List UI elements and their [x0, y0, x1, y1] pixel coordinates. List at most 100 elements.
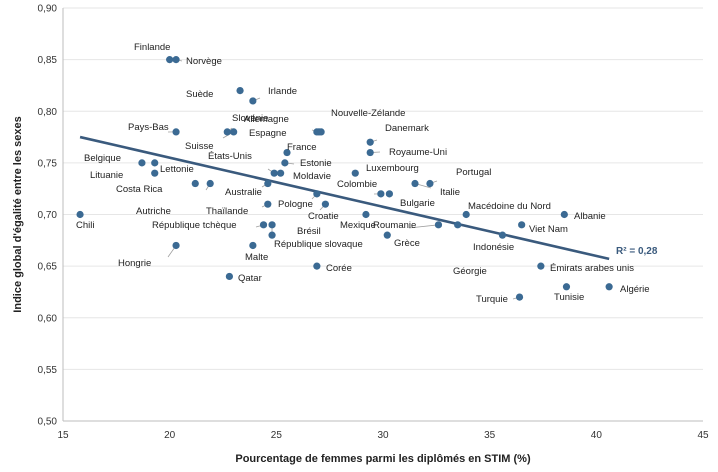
y-tick-label: 0,90 [38, 4, 58, 15]
label-portugal: Portugal [456, 167, 491, 178]
label-belgique: Belgique [84, 153, 121, 164]
label-hongrie: Hongrie [118, 258, 151, 269]
label-turquie: Turquie [476, 294, 508, 305]
point-portugal [426, 179, 434, 188]
trend-line [79, 135, 610, 261]
label-republique-slovaque: République slovaque [274, 239, 363, 250]
y-tick-label: 0,80 [38, 107, 58, 118]
point-belgique [138, 159, 146, 167]
y-tick-label: 0,85 [38, 55, 58, 66]
point-lettonie [151, 159, 159, 167]
x-tick-label: 45 [697, 430, 709, 441]
label-coree: Corée [326, 263, 352, 274]
point-grece [383, 231, 391, 239]
y-axis-title: Indice global d'égalité entre les sexes [12, 116, 24, 312]
point-luxembourg [351, 169, 359, 177]
point-etats-unis [270, 169, 278, 177]
point-thailande [264, 200, 272, 208]
label-suede: Suède [186, 89, 213, 100]
label-indonesie: Indonésie [473, 242, 514, 253]
label-malte: Malte [245, 252, 268, 263]
label-espagne: Espagne [249, 128, 287, 139]
label-bulgarie: Bulgarie [400, 198, 435, 209]
point-irlande [249, 97, 257, 105]
point-macedoine-du-nord [462, 210, 470, 219]
point-bulgarie [385, 190, 393, 198]
point-georgie [454, 221, 462, 229]
point-moldavie [277, 169, 285, 177]
label-lettonie: Lettonie [160, 164, 194, 175]
point-norvege [172, 56, 180, 64]
x-tick-label: 40 [591, 430, 603, 441]
label-qatar: Qatar [238, 273, 262, 284]
label-georgie: Géorgie [453, 266, 487, 277]
label-france: France [287, 142, 317, 153]
point-indonesie [498, 231, 507, 239]
label-emirats-arabes-unis: Émirats arabes unis [550, 263, 634, 274]
point-pologne [313, 190, 321, 198]
label-finlande: Finlande [134, 42, 170, 53]
point-croatie [321, 200, 329, 208]
r-squared-label: R² = 0,28 [616, 246, 658, 257]
y-tick-label: 0,60 [38, 313, 58, 324]
x-tick-label: 35 [484, 430, 496, 441]
point-emirats-arabes-unis [537, 262, 545, 270]
x-tick-label: 30 [377, 430, 389, 441]
label-moldavie: Moldavie [293, 171, 331, 182]
label-chili: Chili [76, 220, 94, 231]
point-suisse [230, 128, 238, 136]
label-danemark: Danemark [385, 123, 429, 134]
point-republique-tcheque [259, 221, 268, 229]
label-allemagne: Allemagne [244, 114, 289, 125]
label-tunisie: Tunisie [554, 292, 584, 303]
point-bresil [268, 221, 276, 229]
point-malte [249, 241, 257, 250]
y-tick-label: 0,75 [38, 158, 58, 169]
label-croatie: Croatie [308, 211, 339, 222]
point-autriche [206, 179, 214, 188]
point-slovenie [223, 128, 231, 136]
label-slovenie: Slovénie [232, 113, 268, 124]
point-chili [76, 210, 84, 219]
point-roumanie [434, 221, 443, 229]
point-turquie [515, 293, 524, 301]
label-lituanie: Lituanie [90, 170, 123, 181]
point-colombie [377, 190, 385, 198]
point-qatar [225, 272, 233, 281]
point-albanie [560, 210, 568, 219]
leader-roumanie [408, 224, 439, 229]
point-italie [411, 179, 419, 188]
label-estonie: Estonie [300, 158, 332, 169]
label-pays-bas: Pays-Bas [128, 122, 169, 133]
label-etats-unis: États-Unis [208, 151, 252, 162]
point-algerie [605, 283, 613, 291]
label-costa-rica: Costa Rica [116, 184, 163, 195]
label-australie: Australie [225, 187, 262, 198]
y-tick-label: 0,65 [38, 262, 58, 273]
point-viet-nam [518, 221, 526, 229]
point-hongrie [172, 241, 180, 250]
point-mexique [362, 210, 370, 219]
label-mexique: Mexique [340, 220, 376, 231]
label-bresil: Brésil [297, 226, 321, 237]
point-royaume-uni [366, 148, 374, 157]
label-roumanie: Roumanie [373, 220, 416, 231]
x-axis-title: Pourcentage de femmes parmi les diplômés… [235, 453, 531, 465]
point-danemark [366, 138, 374, 146]
point-tunisie [562, 283, 571, 291]
label-republique-tcheque: République tchèque [152, 220, 237, 231]
point-republique-slovaque [268, 231, 276, 239]
label-pologne: Pologne [278, 199, 313, 210]
label-thailande: Thaïlande [206, 206, 248, 217]
label-suisse: Suisse [185, 141, 214, 152]
point-labels: Finlande Norvège Suède Irlande Slovénie Pays-… [76, 42, 650, 305]
label-italie: Italie [440, 187, 460, 198]
label-albanie: Albanie [574, 211, 606, 222]
label-royaume-uni: Royaume-Uni [389, 147, 447, 158]
point-suede [236, 87, 244, 95]
y-tick-label: 0,50 [38, 417, 58, 428]
point-lituanie [151, 169, 159, 177]
tick-labels: 0,50 0,55 0,60 0,65 0,70 0,75 0,80 0,85 0,90 15 20… [38, 4, 709, 442]
x-tick-label: 25 [271, 430, 283, 441]
